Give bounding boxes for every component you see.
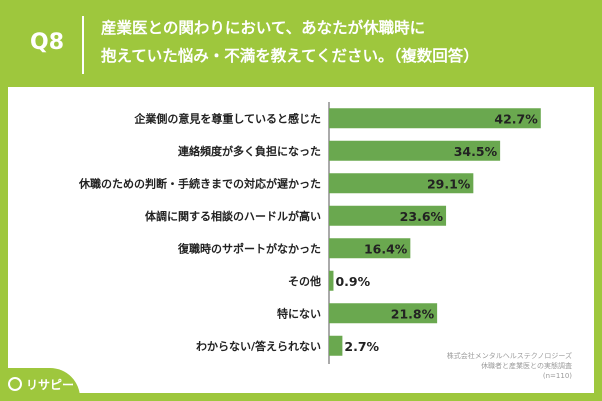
brand-logo: リサピー <box>0 368 80 401</box>
category-label: 体調に関する相談のハードルが高い <box>145 209 321 223</box>
question-text: 産業医との関わりにおいて、あなたが休職時に 抱えていた悩み・不満を教えてください… <box>101 14 479 70</box>
category-label: 休職のための判断・手続きまでの対応が遅かった <box>78 176 321 190</box>
footnote-line-2: 休職者と産業医との実態調査 <box>481 362 572 370</box>
bar <box>329 140 501 161</box>
value-label: 29.1% <box>427 176 471 191</box>
footnote-line-1: 株式会社メンタルヘルステクノロジーズ <box>446 352 572 360</box>
bar <box>329 205 447 226</box>
bar <box>329 173 474 194</box>
question-line-2: 抱えていた悩み・不満を教えてください。（複数回答） <box>101 47 479 65</box>
footnote-line-3: (n=110) <box>542 372 572 380</box>
category-label: 連絡頻度が多く負担になった <box>178 144 321 158</box>
question-number: Q8 <box>30 30 65 55</box>
source-footnote: 株式会社メンタルヘルステクノロジーズ 休職者と産業医との実態調査 (n=110) <box>447 351 572 381</box>
value-label: 42.7% <box>494 111 538 126</box>
header-divider <box>82 16 84 74</box>
category-label: その他 <box>288 274 321 288</box>
value-label: 34.5% <box>454 144 498 159</box>
bar <box>329 238 411 259</box>
chart-panel: 企業側の意見を尊重していると感じた 42.7% 連絡頻度が多く負担になった 34.5%… <box>8 87 594 393</box>
value-label: 2.7% <box>344 339 379 354</box>
value-label: 21.8% <box>391 306 435 321</box>
bar <box>329 335 343 356</box>
bar-chart: 企業側の意見を尊重していると感じた 42.7% 連絡頻度が多く負担になった 34.5%… <box>78 102 541 364</box>
brand-logo-icon <box>8 377 22 391</box>
category-label: 復職時のサポートがなかった <box>177 241 321 255</box>
question-line-1: 産業医との関わりにおいて、あなたが休職時に <box>101 19 426 37</box>
category-label: 特にない <box>277 306 321 320</box>
brand-logo-text: リサピー <box>26 378 75 392</box>
bar <box>329 108 541 129</box>
category-label: わからない/答えられない <box>196 339 321 353</box>
bar <box>329 270 334 291</box>
value-label: 0.9% <box>335 274 370 289</box>
question-header: Q8 産業医との関わりにおいて、あなたが休職時に 抱えていた悩み・不満を教えてく… <box>0 0 602 86</box>
category-label: 企業側の意見を尊重していると感じた <box>133 111 321 125</box>
bar <box>329 303 438 324</box>
value-label: 16.4% <box>364 241 408 256</box>
value-label: 23.6% <box>400 209 444 224</box>
